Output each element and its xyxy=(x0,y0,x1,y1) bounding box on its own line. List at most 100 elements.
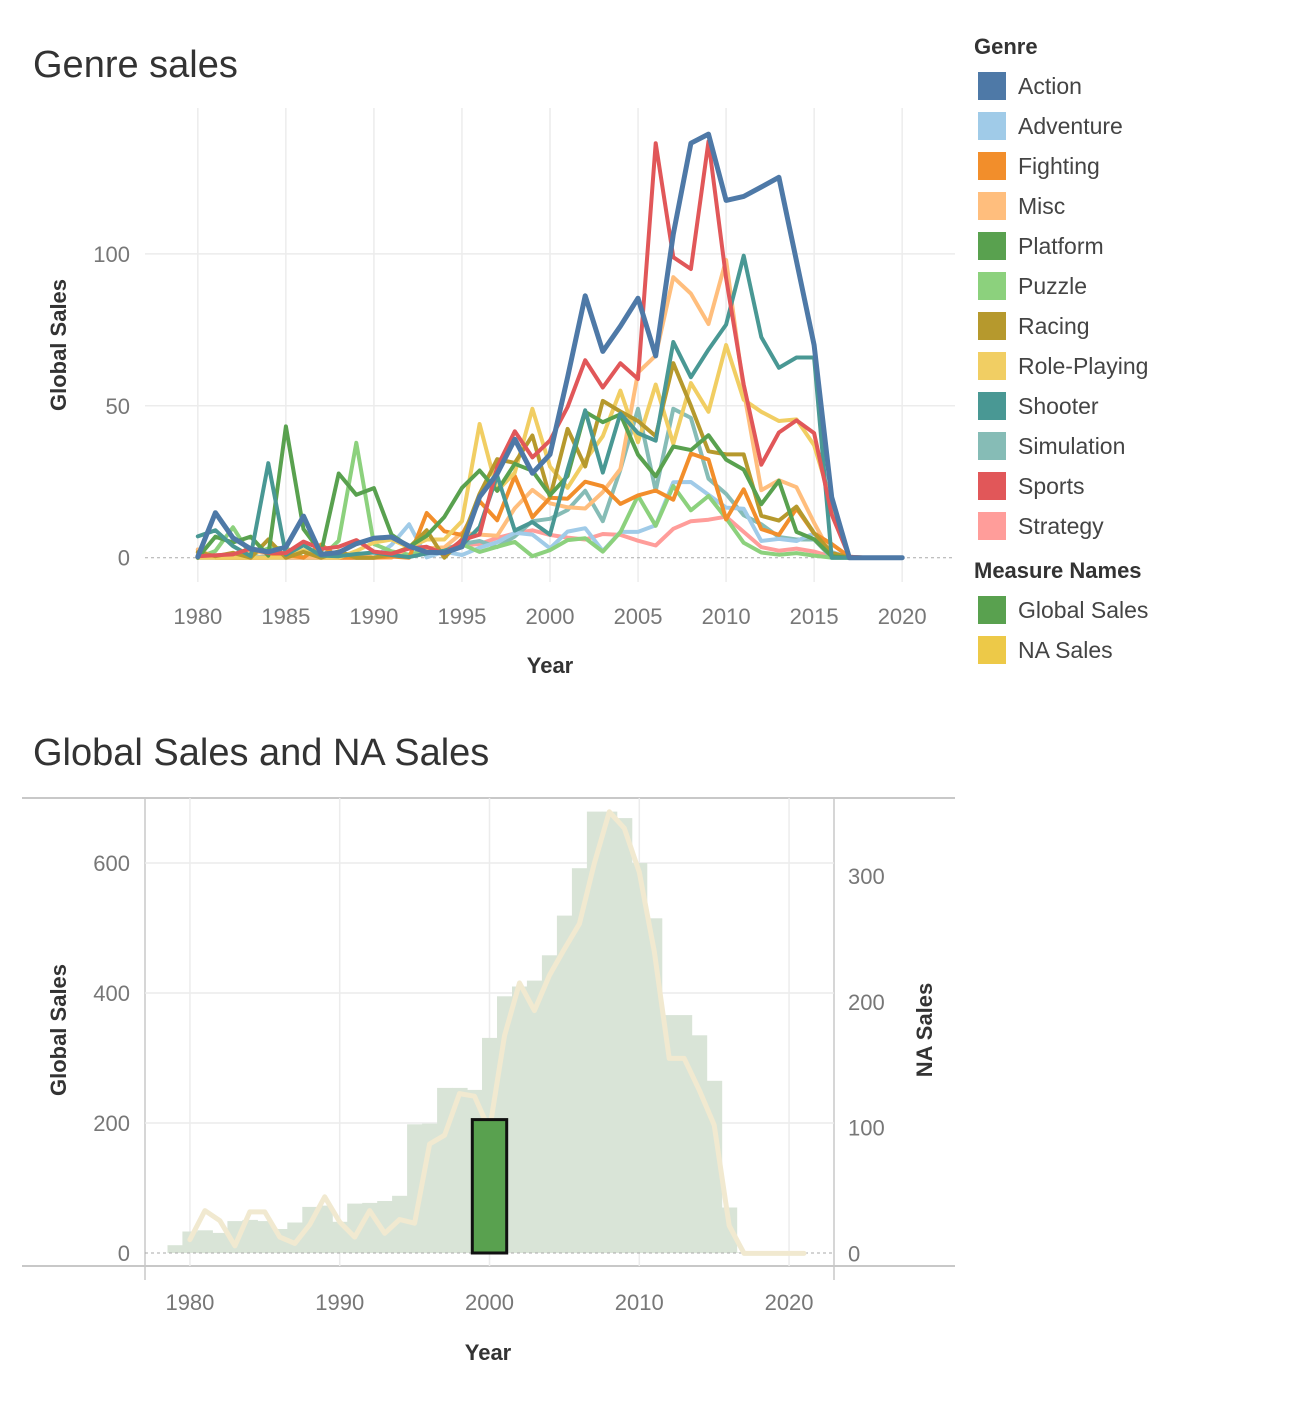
series-line-shooter[interactable] xyxy=(195,253,905,560)
genre-chart-title: Genre sales xyxy=(33,44,238,86)
y-tick-label: 0 xyxy=(118,546,130,571)
x-tick-label: 2000 xyxy=(465,1290,514,1315)
x-tick-label: 2005 xyxy=(614,604,663,629)
x-tick-label: 1990 xyxy=(349,604,398,629)
global-sales-bar[interactable] xyxy=(691,1035,708,1254)
global-sales-bar[interactable] xyxy=(452,1087,468,1253)
legend-label: Misc xyxy=(1018,192,1066,219)
legend-label: Action xyxy=(1018,72,1082,99)
legend-label: Puzzle xyxy=(1018,272,1088,299)
x-tick-label: 2010 xyxy=(615,1290,664,1315)
legend-label: Global Sales xyxy=(1018,596,1149,623)
genre-sales-chart[interactable]: 1980 1985 1990 1995 2000 2005 2010 2015 2020 0 50 1… xyxy=(0,0,970,700)
global-sales-bar[interactable] xyxy=(377,1201,393,1253)
legend-swatch xyxy=(978,512,1006,540)
legend-swatch xyxy=(978,392,1006,420)
legend-label: Adventure xyxy=(1018,112,1123,139)
y-tick-label: 600 xyxy=(93,851,130,876)
global-sales-bar[interactable] xyxy=(347,1203,363,1253)
series-line-action[interactable] xyxy=(195,131,905,561)
y-tick-label: 50 xyxy=(106,394,130,419)
x-tick-label: 1990 xyxy=(315,1290,364,1315)
global-sales-bar[interactable] xyxy=(571,868,588,1253)
global-sales-bar[interactable] xyxy=(167,1245,184,1253)
genre-legend-item[interactable]: Shooter xyxy=(974,386,1284,426)
genre-legend-item[interactable]: Puzzle xyxy=(974,266,1284,306)
global-sales-bar[interactable] xyxy=(257,1221,273,1253)
genre-legend-item[interactable]: Simulation xyxy=(974,426,1284,466)
genre-legend-item[interactable]: Misc xyxy=(974,186,1284,226)
global-sales-bar[interactable] xyxy=(512,986,528,1254)
genre-legend-item[interactable]: Role-Playing xyxy=(974,346,1284,386)
genre-legend-item[interactable]: Action xyxy=(974,66,1284,106)
global-sales-bar[interactable] xyxy=(242,1219,258,1253)
global-sales-bar[interactable] xyxy=(601,811,618,1253)
genre-legend-item[interactable]: Fighting xyxy=(974,146,1284,186)
genre-legend-item[interactable]: Sports xyxy=(974,466,1284,506)
y-axis-title: Global Sales xyxy=(46,279,71,411)
legend-label: Sports xyxy=(1018,472,1085,499)
x-tick-label: 2020 xyxy=(878,604,927,629)
genre-legend-item[interactable]: Strategy xyxy=(974,506,1284,546)
legend-swatch xyxy=(978,72,1006,100)
legend-swatch xyxy=(978,472,1006,500)
measure-legend-item[interactable]: Global Sales xyxy=(974,590,1284,630)
genre-legend-item[interactable]: Platform xyxy=(974,226,1284,266)
x-tick-label: 2010 xyxy=(702,604,751,629)
global-sales-bar[interactable] xyxy=(616,818,633,1253)
global-sales-bar[interactable] xyxy=(227,1221,243,1253)
legend-swatch xyxy=(978,232,1006,260)
legend-label: Shooter xyxy=(1018,392,1099,419)
global-na-sales-chart[interactable]: 1980 1990 2000 2010 2020 0 200 400 600 0 100 200 300… xyxy=(0,700,970,1400)
x-tick-label: 1980 xyxy=(165,1290,214,1315)
genre-legend: Action Adventure Fighting Misc Platform Puzzl… xyxy=(974,66,1284,546)
legend-swatch xyxy=(978,192,1006,220)
legend-label: Role-Playing xyxy=(1018,352,1149,379)
global-sales-bar[interactable] xyxy=(287,1222,303,1254)
legend-swatch xyxy=(978,596,1006,624)
global-sales-bar[interactable] xyxy=(706,1080,723,1254)
y2-axis-title: NA Sales xyxy=(912,983,937,1078)
x-tick-label: 2015 xyxy=(790,604,839,629)
y-tick-label: 100 xyxy=(93,242,130,267)
legend-swatch xyxy=(978,432,1006,460)
legend: Genre Action Adventure Fighting Misc Platfor… xyxy=(974,30,1284,670)
measure-legend: Global Sales NA Sales xyxy=(974,590,1284,670)
y-axis-title: Global Sales xyxy=(46,964,71,1096)
highlighted-bar[interactable] xyxy=(470,1118,509,1255)
measure-legend-title: Measure Names xyxy=(974,558,1142,583)
genre-legend-item[interactable]: Adventure xyxy=(974,106,1284,146)
legend-swatch xyxy=(978,112,1006,140)
global-sales-bar[interactable] xyxy=(646,918,663,1254)
legend-label: NA Sales xyxy=(1018,636,1113,663)
global-sales-bar[interactable] xyxy=(212,1232,228,1253)
y-tick-label: 0 xyxy=(118,1241,130,1266)
y-tick-label: 400 xyxy=(93,981,130,1006)
x-tick-label: 2020 xyxy=(765,1290,814,1315)
y2-tick-label: 200 xyxy=(848,990,885,1015)
global-sales-bar[interactable] xyxy=(317,1205,333,1253)
global-sales-bar[interactable] xyxy=(526,980,543,1253)
global-sales-bar[interactable] xyxy=(541,955,558,1253)
global-sales-bar[interactable] xyxy=(631,863,648,1253)
global-sales-bar[interactable] xyxy=(197,1230,213,1254)
global-sales-bar[interactable] xyxy=(586,811,603,1253)
global-sales-bar[interactable] xyxy=(392,1195,408,1253)
measure-legend-item[interactable]: NA Sales xyxy=(974,630,1284,670)
x-tick-label: 1995 xyxy=(437,604,486,629)
x-tick-label: 2000 xyxy=(526,604,575,629)
legend-swatch xyxy=(978,152,1006,180)
x-axis-title: Year xyxy=(527,653,574,678)
legend-swatch xyxy=(978,312,1006,340)
legend-label: Simulation xyxy=(1018,432,1126,459)
global-sales-bar[interactable] xyxy=(556,915,573,1253)
genre-legend-title: Genre xyxy=(974,34,1038,59)
global-sales-bar[interactable] xyxy=(676,1015,693,1253)
x-tick-label: 1985 xyxy=(261,604,310,629)
global-sales-bar[interactable] xyxy=(661,1015,678,1253)
legend-label: Platform xyxy=(1018,232,1104,259)
y2-tick-label: 0 xyxy=(848,1241,860,1266)
genre-legend-item[interactable]: Racing xyxy=(974,306,1284,346)
series-line-racing[interactable] xyxy=(195,361,905,560)
na-sales-line[interactable] xyxy=(187,809,807,1256)
